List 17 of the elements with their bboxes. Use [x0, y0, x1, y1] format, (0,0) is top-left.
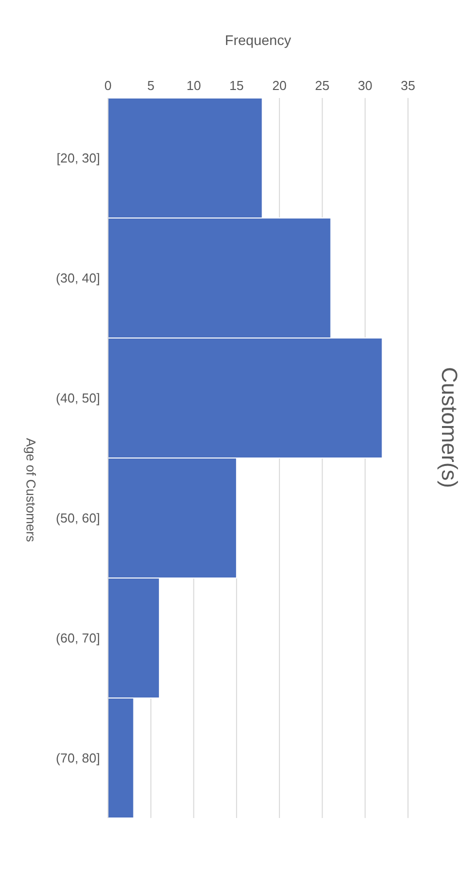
x-tick-label: 30	[358, 78, 372, 93]
x-tick-label: 35	[400, 78, 416, 93]
x-tick-label: 0	[104, 78, 112, 93]
x-tick-label: 20	[272, 78, 287, 93]
x-tick-label: 10	[186, 78, 201, 93]
x-tick-label: 15	[229, 78, 244, 93]
y-axis-title: Age of Customers	[23, 438, 38, 543]
x-tick-label: 25	[315, 78, 330, 93]
x-axis-title: Frequency	[224, 32, 292, 48]
text: Customer(s)	[436, 366, 462, 490]
y-tick-label: (70, 80]	[56, 750, 100, 766]
x-tick-label: 5	[147, 78, 154, 93]
y-tick-label: (40, 50]	[56, 390, 100, 406]
y-tick-label: (60, 70]	[56, 630, 100, 646]
y-tick-label: [20, 30]	[56, 150, 100, 166]
y-tick-label: (50, 60]	[56, 510, 100, 526]
y-tick-label: (30, 40]	[56, 270, 100, 286]
